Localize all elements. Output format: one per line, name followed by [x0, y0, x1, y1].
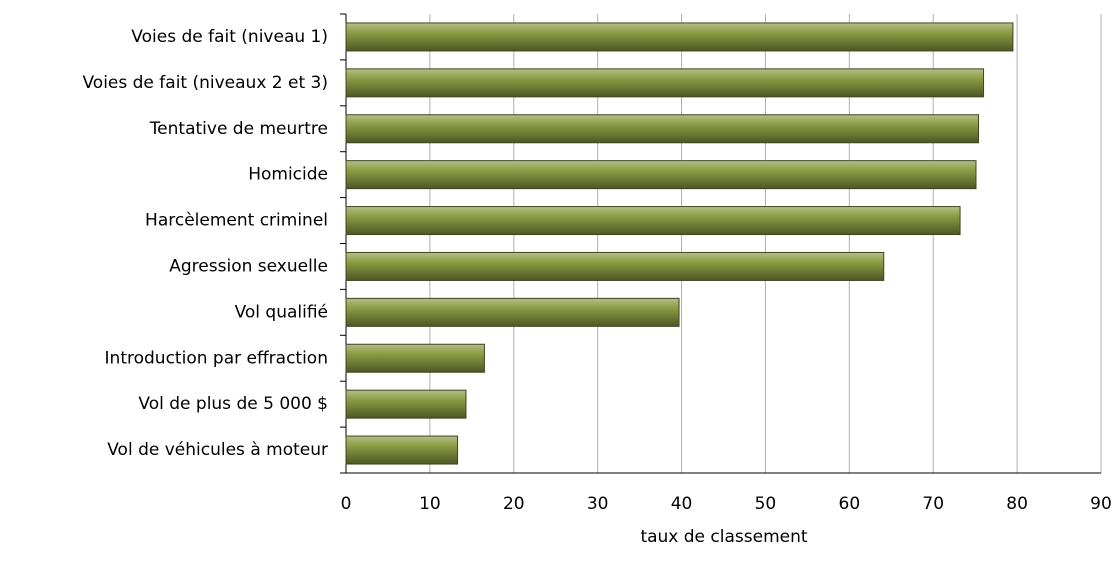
y-tick-label: Agression sexuelle — [169, 256, 328, 276]
y-tick-label: Voies de fait (niveau 1) — [131, 27, 328, 47]
y-tick-label: Tentative de meurtre — [149, 119, 328, 139]
x-tick-label: 50 — [755, 494, 777, 514]
x-tick-label: 20 — [503, 494, 525, 514]
x-tick-label: 70 — [922, 494, 944, 514]
y-tick-label: Introduction par effraction — [105, 348, 328, 368]
y-tick-label: Harcèlement criminel — [145, 211, 328, 231]
x-tick-label: 80 — [1006, 494, 1028, 514]
bar — [345, 297, 680, 327]
x-tick-label: 10 — [419, 494, 441, 514]
bar — [345, 343, 485, 373]
x-tick-label: 0 — [341, 494, 352, 514]
y-tick-label: Vol de véhicules à moteur — [107, 440, 328, 460]
x-tick-label: 30 — [587, 494, 609, 514]
bar — [345, 435, 459, 465]
bar — [345, 206, 961, 236]
bar — [345, 68, 985, 98]
bar — [345, 251, 885, 281]
x-tick-label: 40 — [671, 494, 693, 514]
y-tick-label: Homicide — [248, 165, 328, 185]
bar — [345, 160, 977, 190]
x-tick-label: 60 — [839, 494, 861, 514]
bar — [345, 389, 467, 419]
x-tick-label: 90 — [1090, 494, 1112, 514]
y-tick-label: Vol qualifié — [235, 302, 328, 322]
bar — [345, 114, 980, 144]
x-axis-title: taux de classement — [640, 527, 807, 547]
y-tick-label: Vol de plus de 5 000 $ — [138, 394, 328, 414]
y-tick-label: Voies de fait (niveaux 2 et 3) — [82, 73, 328, 93]
bar — [345, 22, 1014, 52]
